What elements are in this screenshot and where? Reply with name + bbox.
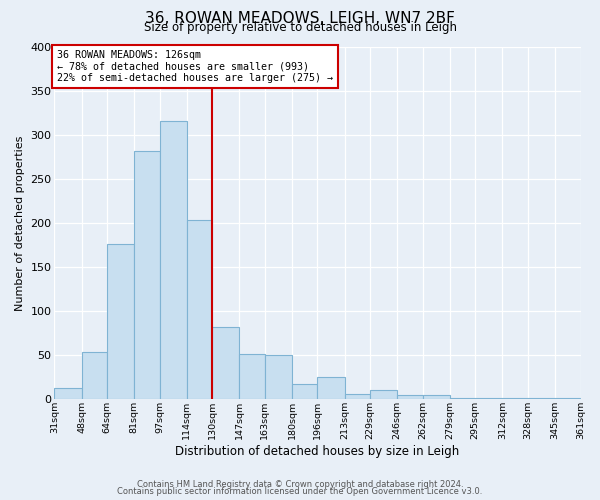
Text: 36, ROWAN MEADOWS, LEIGH, WN7 2BF: 36, ROWAN MEADOWS, LEIGH, WN7 2BF xyxy=(145,11,455,26)
Bar xyxy=(450,398,475,399)
Text: Size of property relative to detached houses in Leigh: Size of property relative to detached ho… xyxy=(143,22,457,35)
Y-axis label: Number of detached properties: Number of detached properties xyxy=(15,135,25,310)
X-axis label: Distribution of detached houses by size in Leigh: Distribution of detached houses by size … xyxy=(175,444,460,458)
Bar xyxy=(528,398,555,399)
Bar xyxy=(55,388,82,399)
Bar xyxy=(187,220,212,399)
Bar xyxy=(475,398,502,399)
Bar xyxy=(265,355,292,399)
Bar xyxy=(134,152,160,399)
Bar xyxy=(239,354,265,399)
Bar xyxy=(160,122,187,399)
Bar xyxy=(502,398,528,399)
Bar xyxy=(82,352,107,399)
Text: Contains HM Land Registry data © Crown copyright and database right 2024.: Contains HM Land Registry data © Crown c… xyxy=(137,480,463,489)
Text: Contains public sector information licensed under the Open Government Licence v3: Contains public sector information licen… xyxy=(118,487,482,496)
Bar xyxy=(370,390,397,399)
Bar xyxy=(397,395,422,399)
Bar xyxy=(555,398,580,399)
Bar xyxy=(422,395,450,399)
Bar xyxy=(292,384,317,399)
Bar xyxy=(317,377,344,399)
Bar xyxy=(344,394,370,399)
Bar xyxy=(212,327,239,399)
Text: 36 ROWAN MEADOWS: 126sqm
← 78% of detached houses are smaller (993)
22% of semi-: 36 ROWAN MEADOWS: 126sqm ← 78% of detach… xyxy=(57,50,333,83)
Bar xyxy=(107,244,134,399)
